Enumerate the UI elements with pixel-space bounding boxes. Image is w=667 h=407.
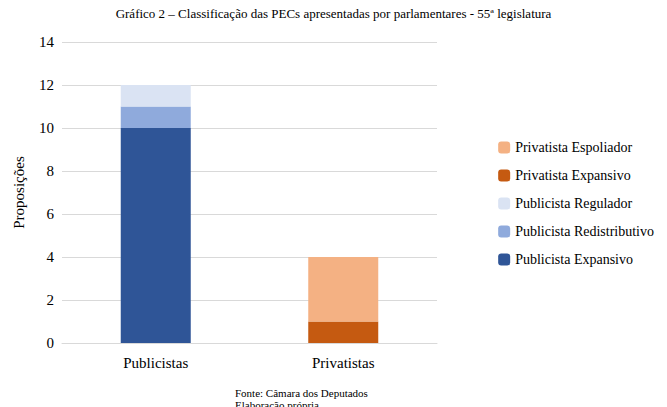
svg-text:6: 6 xyxy=(47,206,55,222)
svg-text:2: 2 xyxy=(47,292,55,308)
svg-text:Privatistas: Privatistas xyxy=(312,355,375,371)
svg-text:Elaboração própria: Elaboração própria xyxy=(235,399,319,407)
svg-text:Publicista Regulador: Publicista Regulador xyxy=(515,196,632,211)
svg-text:Privatista Espoliador: Privatista Espoliador xyxy=(515,140,632,155)
svg-text:Gráfico 2 – Classificação das: Gráfico 2 – Classificação das PECs apres… xyxy=(116,6,552,21)
svg-text:4: 4 xyxy=(47,249,55,265)
svg-text:0: 0 xyxy=(47,335,55,351)
svg-text:14: 14 xyxy=(39,34,55,50)
svg-text:Fonte: Câmara dos Deputados: Fonte: Câmara dos Deputados xyxy=(235,387,368,399)
svg-text:8: 8 xyxy=(47,163,55,179)
svg-text:Publicista Redistributivo: Publicista Redistributivo xyxy=(515,224,654,239)
svg-text:Privatista Expansivo: Privatista Expansivo xyxy=(515,168,631,183)
svg-text:Publicista Expansivo: Publicista Expansivo xyxy=(515,252,633,267)
svg-text:12: 12 xyxy=(39,77,54,93)
svg-text:Proposições: Proposições xyxy=(11,156,27,229)
svg-text:10: 10 xyxy=(39,120,54,136)
svg-text:Publicistas: Publicistas xyxy=(123,355,188,371)
